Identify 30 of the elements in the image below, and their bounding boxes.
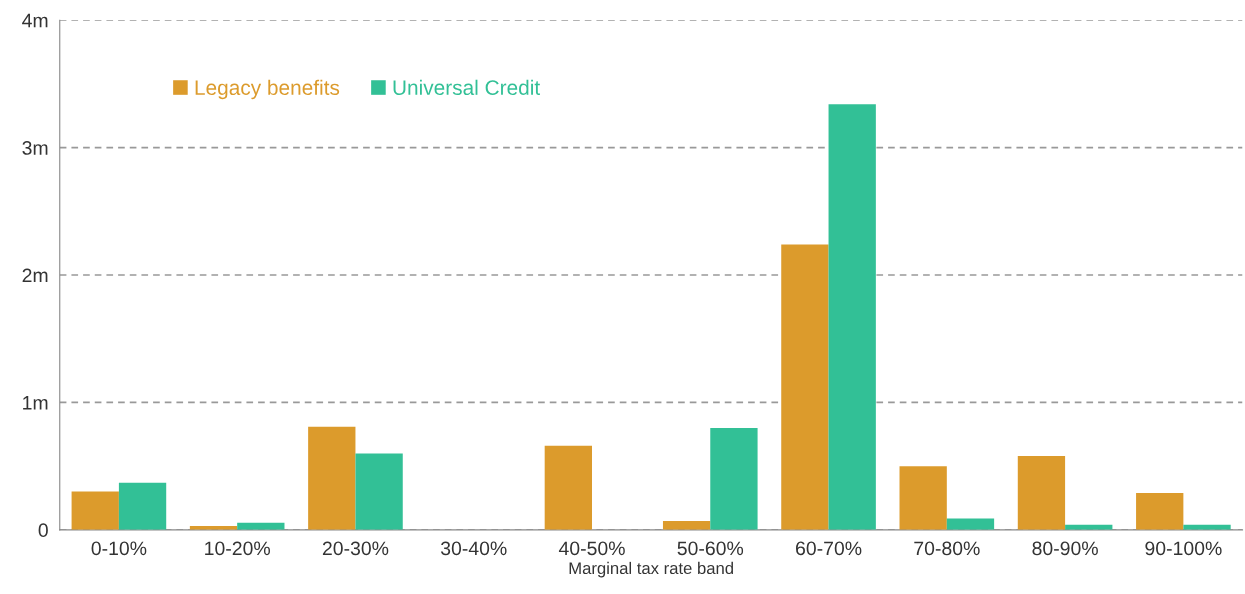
x-tick-label: 10-20% <box>205 541 270 556</box>
bar <box>118 482 167 530</box>
x-tick-label: 60-70% <box>796 541 862 556</box>
x-tick-label: 70-80% <box>914 541 980 556</box>
bar <box>71 491 119 530</box>
bar <box>1017 455 1066 530</box>
x-axis-title: Marginal tax rate band <box>569 561 733 578</box>
bar <box>710 427 758 530</box>
x-tick-label: 80-90% <box>1032 541 1098 556</box>
x-tick-label: 30-40% <box>440 541 507 556</box>
bar <box>1136 492 1184 530</box>
x-tick-label: 20-30% <box>322 541 389 556</box>
x-tick-label: 0-10% <box>91 541 147 556</box>
bar <box>544 445 592 530</box>
y-tick-label: 2m <box>22 268 48 283</box>
y-tick-label: 4m <box>22 13 48 28</box>
x-tick-label: 40-50% <box>558 541 625 556</box>
bar <box>946 518 995 530</box>
y-tick-label: 0 <box>38 523 48 538</box>
bar <box>308 426 356 530</box>
x-tick-label: 50-60% <box>677 541 744 556</box>
bar <box>355 453 403 530</box>
y-tick-label: 1m <box>23 396 48 410</box>
x-tick-label: 90-100% <box>1145 541 1222 556</box>
bar <box>781 244 829 530</box>
legend-label: Universal Credit <box>393 79 541 96</box>
bar <box>899 466 947 530</box>
legend-label: Legacy benefits <box>195 79 340 100</box>
y-tick-label: 3m <box>22 141 48 155</box>
bar <box>828 104 876 530</box>
